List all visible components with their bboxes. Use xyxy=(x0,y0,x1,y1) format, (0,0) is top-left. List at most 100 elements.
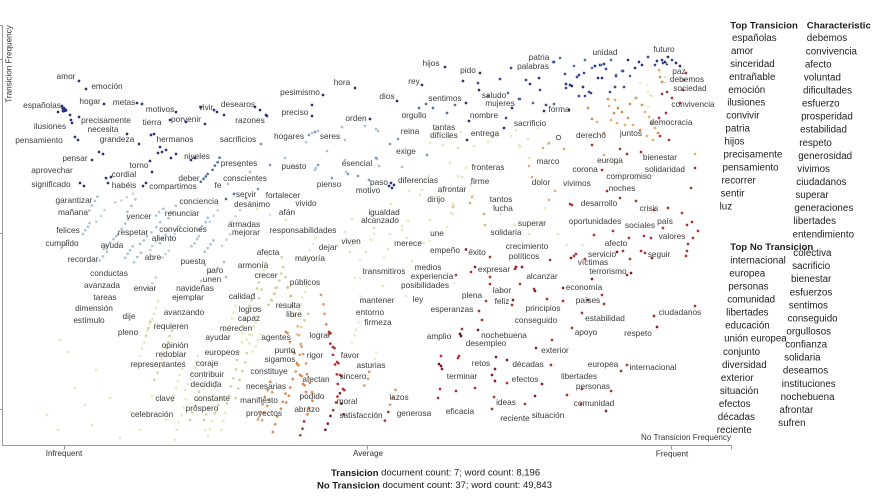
svg-text:afectan: afectan xyxy=(302,374,330,384)
svg-text:superar: superar xyxy=(795,190,829,201)
svg-text:puesta: puesta xyxy=(181,256,206,266)
svg-text:convivir: convivir xyxy=(726,111,760,122)
svg-text:afecto: afecto xyxy=(805,59,832,70)
svg-text:clave: clave xyxy=(155,393,175,403)
svg-text:reciente: reciente xyxy=(717,425,752,436)
svg-text:personas: personas xyxy=(576,381,610,391)
svg-text:marco: marco xyxy=(536,156,559,166)
svg-text:ciudadanos: ciudadanos xyxy=(796,177,846,188)
svg-text:europea: europea xyxy=(588,359,619,369)
svg-text:abrazo: abrazo xyxy=(294,404,320,414)
svg-text:transmitiros: transmitiros xyxy=(363,266,406,276)
svg-text:educación: educación xyxy=(725,321,770,332)
svg-text:metas: metas xyxy=(113,97,136,107)
svg-text:palabras: palabras xyxy=(517,61,549,71)
svg-text:europeos: europeos xyxy=(205,347,240,357)
svg-text:derecho: derecho xyxy=(576,130,606,140)
svg-text:afrontar: afrontar xyxy=(438,184,467,194)
svg-text:bienestar: bienestar xyxy=(791,274,832,285)
svg-text:ciudadanos: ciudadanos xyxy=(659,307,701,317)
svg-text:coraje: coraje xyxy=(196,358,219,368)
svg-text:cumplido: cumplido xyxy=(45,238,79,248)
svg-text:orgullosos: orgullosos xyxy=(786,327,831,338)
svg-text:servicio: servicio xyxy=(588,249,617,259)
svg-text:satisfacción: satisfacción xyxy=(339,410,383,420)
svg-text:conscientes: conscientes xyxy=(223,173,267,183)
svg-text:bienestar: bienestar xyxy=(643,152,677,162)
svg-text:tantas: tantas xyxy=(433,122,456,132)
svg-text:abre: abre xyxy=(145,252,162,262)
svg-text:tierra: tierra xyxy=(143,117,162,127)
svg-text:orden: orden xyxy=(345,113,367,123)
svg-text:superar: superar xyxy=(518,218,546,228)
svg-text:ayuda: ayuda xyxy=(101,240,124,250)
svg-text:europa: europa xyxy=(597,155,623,165)
svg-text:efectos: efectos xyxy=(719,399,751,410)
svg-text:exige: exige xyxy=(396,146,416,156)
svg-text:libertades: libertades xyxy=(561,371,597,381)
svg-text:Frequent: Frequent xyxy=(656,450,689,459)
svg-text:sacrificios: sacrificios xyxy=(220,134,256,144)
svg-text:país: país xyxy=(657,216,673,226)
svg-text:proyectos: proyectos xyxy=(246,408,282,418)
svg-text:principios: principios xyxy=(525,303,560,313)
svg-text:seres: seres xyxy=(320,131,340,141)
svg-text:expresar: expresar xyxy=(478,264,511,274)
svg-text:comunidad: comunidad xyxy=(574,398,615,408)
svg-text:hogar: hogar xyxy=(79,96,100,106)
svg-text:mantener: mantener xyxy=(359,295,394,305)
svg-text:dije: dije xyxy=(123,311,136,321)
svg-text:responsabilidades: responsabilidades xyxy=(270,225,337,235)
svg-text:agentes: agentes xyxy=(261,332,291,342)
svg-text:redoblar: redoblar xyxy=(156,349,187,359)
svg-text:respeto: respeto xyxy=(624,328,652,338)
svg-text:dificultades: dificultades xyxy=(803,86,852,97)
svg-text:terrorismo: terrorismo xyxy=(589,266,627,276)
svg-text:pensamiento: pensamiento xyxy=(723,163,780,174)
svg-text:favor: favor xyxy=(341,350,360,360)
svg-text:representantes: representantes xyxy=(130,359,185,369)
svg-text:décadas: décadas xyxy=(718,412,755,423)
svg-text:niveles: niveles xyxy=(184,151,210,161)
svg-text:comunidad: comunidad xyxy=(727,295,775,306)
svg-text:capaz: capaz xyxy=(238,313,260,323)
svg-text:avanzada: avanzada xyxy=(84,280,120,290)
svg-text:entrañable: entrañable xyxy=(729,72,776,83)
svg-text:punto: punto xyxy=(275,345,296,355)
svg-text:viven: viven xyxy=(341,236,361,246)
svg-text:exterior: exterior xyxy=(721,373,754,384)
svg-text:mejorar: mejorar xyxy=(232,227,260,237)
svg-text:ley: ley xyxy=(413,294,424,304)
svg-text:amplio: amplio xyxy=(427,331,452,341)
svg-text:oportunidades: oportunidades xyxy=(569,216,622,226)
svg-text:mujeres: mujeres xyxy=(485,98,515,108)
svg-text:instituciones: instituciones xyxy=(782,379,836,390)
svg-text:unen: unen xyxy=(203,274,222,284)
svg-text:juntos: juntos xyxy=(619,128,642,138)
svg-text:décadas: décadas xyxy=(512,359,543,369)
svg-text:une: une xyxy=(430,228,444,238)
svg-text:calidad: calidad xyxy=(229,291,256,301)
svg-text:Transicion Frequency: Transicion Frequency xyxy=(5,24,14,102)
svg-text:constante: constante xyxy=(194,393,230,403)
svg-text:navideñas: navideñas xyxy=(176,283,214,293)
svg-text:felices: felices xyxy=(56,225,80,235)
svg-text:hermanos: hermanos xyxy=(157,134,194,144)
svg-text:exterior: exterior xyxy=(541,345,569,355)
svg-text:orgullo: orgullo xyxy=(402,110,427,120)
svg-text:estímulo: estímulo xyxy=(73,315,105,325)
svg-text:convivencia: convivencia xyxy=(671,99,715,109)
svg-text:solidaria: solidaria xyxy=(491,227,522,237)
svg-text:libre: libre xyxy=(286,309,302,319)
svg-text:internacional: internacional xyxy=(730,255,786,266)
svg-text:prosperidad: prosperidad xyxy=(801,112,853,123)
svg-text:pido: pido xyxy=(460,65,476,75)
svg-text:pienso: pienso xyxy=(317,179,342,189)
svg-text:políticos: políticos xyxy=(509,251,539,261)
svg-text:armadas: armadas xyxy=(228,219,260,229)
svg-text:feliz: feliz xyxy=(495,296,510,306)
svg-text:Top No Transicion: Top No Transicion xyxy=(730,242,813,253)
svg-text:significado: significado xyxy=(31,179,71,189)
svg-text:lograr: lograr xyxy=(309,330,330,340)
svg-text:resulta: resulta xyxy=(276,300,301,310)
